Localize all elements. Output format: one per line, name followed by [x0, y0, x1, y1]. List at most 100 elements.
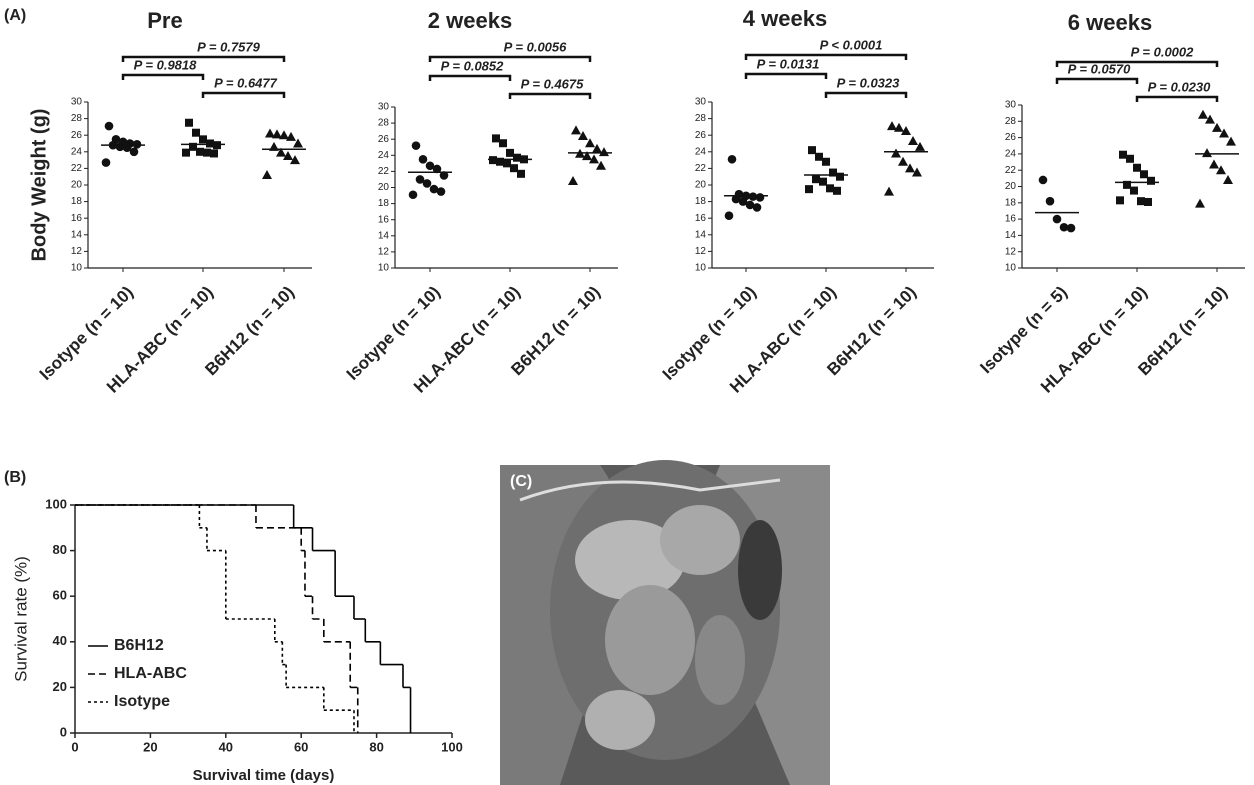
point [571, 125, 581, 135]
panel-label: (A) [4, 7, 26, 24]
legend-label: B6H12 [114, 637, 164, 654]
p-value: P = 0.0852 [441, 58, 505, 73]
point [585, 138, 595, 148]
y-tick-label: 10 [1005, 263, 1017, 274]
point [748, 192, 758, 201]
point [1195, 198, 1205, 208]
panel-label: (B) [4, 469, 26, 486]
significance-bracket [201, 91, 286, 98]
point [908, 136, 918, 146]
y-tick-label: 10 [378, 263, 390, 274]
y-tick-label: 28 [378, 118, 390, 129]
y-tick-label: 28 [71, 113, 83, 124]
significance-bracket [1055, 60, 1219, 67]
x-tick-label: 60 [294, 739, 308, 754]
y-tick-label: 80 [53, 542, 67, 557]
y-tick-label: 18 [1005, 197, 1017, 208]
point [189, 142, 197, 151]
point [1223, 174, 1233, 184]
p-value: P = 0.0570 [1068, 61, 1132, 76]
p-value: P = 0.9818 [134, 57, 198, 72]
point [812, 175, 820, 184]
y-tick-label: 28 [1005, 116, 1017, 127]
point [805, 185, 813, 194]
point [1123, 180, 1131, 189]
y-tick-label: 12 [1005, 246, 1017, 257]
point [272, 129, 282, 139]
y-tick-label: 100 [45, 496, 67, 511]
point [513, 153, 521, 162]
y-tick-label: 22 [695, 163, 707, 174]
point [891, 148, 901, 158]
photo [500, 460, 830, 785]
point [196, 147, 204, 156]
point [1126, 154, 1134, 163]
point [1140, 170, 1148, 179]
point [132, 140, 142, 149]
legend-label: HLA-ABC [114, 665, 187, 682]
point [425, 161, 435, 171]
y-tick-label: 12 [695, 246, 707, 257]
chart-title: 4 weeks [743, 6, 827, 31]
y-tick-label: 18 [71, 196, 83, 207]
point [912, 167, 922, 177]
y-tick-label: 24 [695, 146, 707, 157]
point [489, 156, 497, 165]
y-tick-label: 30 [378, 102, 390, 113]
x-tick-label: 40 [219, 739, 233, 754]
point [439, 171, 449, 180]
point [210, 149, 218, 158]
point [815, 152, 823, 161]
y-tick-label: 24 [71, 146, 83, 157]
x-tick-label: 100 [441, 739, 463, 754]
point [1133, 163, 1141, 172]
significance-bracket [428, 55, 592, 62]
point [517, 169, 525, 178]
point [1116, 196, 1124, 205]
point [578, 130, 588, 140]
point [1216, 165, 1226, 175]
point [826, 184, 834, 193]
y-tick-label: 22 [71, 163, 83, 174]
y-tick-label: 26 [695, 130, 707, 141]
p-value: P < 0.0001 [820, 37, 883, 52]
point [286, 131, 296, 141]
y-tick-label: 16 [378, 214, 390, 225]
point [894, 122, 904, 132]
y-tick-label: 16 [695, 213, 707, 224]
point [833, 186, 841, 195]
point [182, 148, 190, 157]
point [129, 147, 139, 157]
point [492, 134, 500, 143]
y-tick-label: 28 [695, 113, 707, 124]
significance-bracket [121, 73, 205, 80]
point [279, 130, 289, 140]
point [203, 148, 211, 157]
point [510, 164, 518, 173]
significance-bracket [1135, 95, 1219, 102]
p-value: P = 0.7579 [197, 39, 261, 54]
point [898, 156, 908, 166]
point [283, 150, 293, 160]
y-tick-label: 24 [1005, 149, 1017, 160]
point [415, 175, 425, 184]
panel-label: (C) [510, 473, 532, 490]
point [884, 186, 894, 196]
significance-bracket [1055, 77, 1139, 84]
point [1119, 150, 1127, 159]
x-tick-label: 20 [143, 739, 157, 754]
point [432, 164, 442, 174]
point [436, 187, 446, 196]
point [265, 128, 275, 138]
y-tick-label: 26 [378, 134, 390, 145]
point [819, 177, 827, 186]
y-tick-label: 20 [378, 182, 390, 193]
y-tick-label: 30 [1005, 100, 1017, 111]
p-value: P = 0.4675 [521, 76, 585, 91]
p-value: P = 0.0131 [757, 56, 820, 71]
point [1066, 223, 1076, 233]
y-tick-label: 20 [1005, 181, 1017, 192]
chart-title: 2 weeks [428, 8, 512, 33]
point [727, 154, 737, 164]
legend-label: Isotype [114, 693, 170, 710]
